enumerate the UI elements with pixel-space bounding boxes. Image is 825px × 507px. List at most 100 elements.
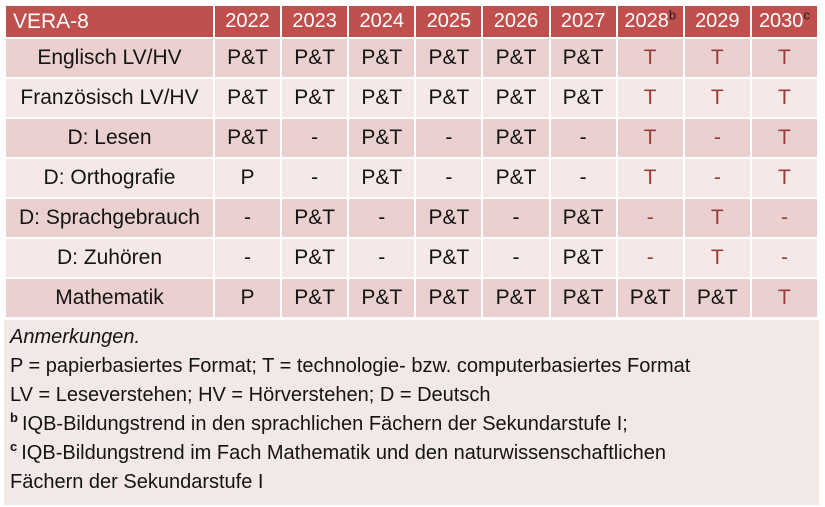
- table-row: D: Orthografie P - P&T - P&T - T - T: [6, 159, 817, 197]
- footnote-c: c IQB-Bildungstrend im Fach Mathematik un…: [10, 439, 807, 497]
- vera8-table: VERA-8 2022 2023 2024 2025 2026 2027 2028b 2029…: [4, 4, 819, 319]
- cell-value: P&T: [215, 39, 281, 77]
- footnote-c-text-line1: IQB-Bildungstrend im Fach Mathematik und…: [21, 442, 666, 464]
- cell-value: P&T: [550, 239, 616, 277]
- cell-value: P&T: [483, 279, 549, 317]
- year-header-2025: 2025: [416, 6, 482, 37]
- cell-value: P&T: [282, 279, 348, 317]
- cell-value: P&T: [349, 119, 415, 157]
- cell-value: P&T: [282, 239, 348, 277]
- cell-value: T: [617, 79, 683, 117]
- cell-value: P&T: [349, 79, 415, 117]
- cell-value: P: [215, 279, 281, 317]
- cell-value: -: [416, 159, 482, 197]
- cell-value: -: [550, 119, 616, 157]
- table-title: VERA-8: [6, 6, 213, 37]
- cell-value: P&T: [483, 119, 549, 157]
- cell-value: -: [282, 159, 348, 197]
- cell-value: P&T: [349, 39, 415, 77]
- cell-value: T: [684, 79, 750, 117]
- notes-block: Anmerkungen. P = papierbasiertes Format;…: [4, 320, 819, 505]
- year-header-2028: 2028b: [617, 6, 683, 37]
- cell-value: P&T: [215, 119, 281, 157]
- cell-value: T: [751, 159, 817, 197]
- table-body: Englisch LV/HV P&T P&T P&T P&T P&T P&T T T T Franz…: [6, 39, 817, 317]
- cell-value: T: [617, 39, 683, 77]
- cell-value: T: [684, 239, 750, 277]
- cell-value: -: [751, 239, 817, 277]
- cell-value: -: [751, 199, 817, 237]
- cell-value: P&T: [416, 39, 482, 77]
- cell-value: P&T: [416, 279, 482, 317]
- year-superscript: c: [803, 7, 810, 23]
- table-row: Englisch LV/HV P&T P&T P&T P&T P&T P&T T T T: [6, 39, 817, 77]
- cell-value: -: [215, 239, 281, 277]
- cell-value: P&T: [483, 39, 549, 77]
- cell-value: -: [617, 199, 683, 237]
- row-label: D: Orthografie: [6, 159, 213, 197]
- cell-value: -: [349, 239, 415, 277]
- row-label: D: Zuhören: [6, 239, 213, 277]
- year-header-2022: 2022: [215, 6, 281, 37]
- row-label: Englisch LV/HV: [6, 39, 213, 77]
- cell-value: P&T: [617, 279, 683, 317]
- row-label: D: Lesen: [6, 119, 213, 157]
- footnote-c-marker: c: [10, 439, 18, 455]
- cell-value: -: [416, 119, 482, 157]
- cell-value: T: [751, 39, 817, 77]
- cell-value: P&T: [483, 159, 549, 197]
- table-row: D: Sprachgebrauch - P&T - P&T - P&T - T -: [6, 199, 817, 237]
- cell-value: P&T: [550, 79, 616, 117]
- cell-value: T: [751, 79, 817, 117]
- cell-value: T: [684, 199, 750, 237]
- year-header-2024: 2024: [349, 6, 415, 37]
- cell-value: P&T: [550, 199, 616, 237]
- cell-value: P&T: [416, 239, 482, 277]
- cell-value: -: [684, 159, 750, 197]
- cell-value: T: [617, 119, 683, 157]
- cell-value: P&T: [349, 279, 415, 317]
- cell-value: P&T: [550, 39, 616, 77]
- table-header-row: VERA-8 2022 2023 2024 2025 2026 2027 2028b 2029…: [6, 6, 817, 37]
- cell-value: P&T: [282, 79, 348, 117]
- cell-value: P&T: [215, 79, 281, 117]
- cell-value: P: [215, 159, 281, 197]
- cell-value: T: [684, 39, 750, 77]
- cell-value: -: [617, 239, 683, 277]
- year-header-2030: 2030c: [751, 6, 817, 37]
- cell-value: P&T: [282, 199, 348, 237]
- cell-value: P&T: [349, 159, 415, 197]
- cell-value: P&T: [550, 279, 616, 317]
- cell-value: -: [282, 119, 348, 157]
- footnote-b: b IQB-Bildungstrend in den sprachlichen F…: [10, 410, 807, 439]
- footnote-b-marker: b: [10, 410, 18, 426]
- year-header-2029: 2029: [684, 6, 750, 37]
- table-row: D: Lesen P&T - P&T - P&T - T - T: [6, 119, 817, 157]
- row-label: D: Sprachgebrauch: [6, 199, 213, 237]
- year-header-2027: 2027: [550, 6, 616, 37]
- cell-value: T: [751, 119, 817, 157]
- note-formats: P = papierbasiertes Format; T = technolo…: [10, 355, 691, 377]
- row-label: Französisch LV/HV: [6, 79, 213, 117]
- cell-value: -: [483, 239, 549, 277]
- cell-value: P&T: [416, 79, 482, 117]
- note-abbreviations: LV = Leseverstehen; HV = Hörverstehen; D…: [10, 384, 491, 406]
- cell-value: -: [550, 159, 616, 197]
- footnote-b-text: IQB-Bildungstrend in den sprachlichen Fä…: [21, 413, 628, 435]
- cell-value: T: [617, 159, 683, 197]
- cell-value: -: [483, 199, 549, 237]
- row-label: Mathematik: [6, 279, 213, 317]
- year-header-2023: 2023: [282, 6, 348, 37]
- cell-value: P&T: [282, 39, 348, 77]
- cell-value: -: [684, 119, 750, 157]
- cell-value: -: [349, 199, 415, 237]
- cell-value: P&T: [483, 79, 549, 117]
- cell-value: T: [751, 279, 817, 317]
- year-superscript: b: [668, 7, 677, 23]
- cell-value: -: [215, 199, 281, 237]
- table-row: Mathematik P P&T P&T P&T P&T P&T P&T P&T T: [6, 279, 817, 317]
- cell-value: P&T: [684, 279, 750, 317]
- table-row: Französisch LV/HV P&T P&T P&T P&T P&T P&T T T T: [6, 79, 817, 117]
- notes-heading: Anmerkungen.: [10, 326, 141, 348]
